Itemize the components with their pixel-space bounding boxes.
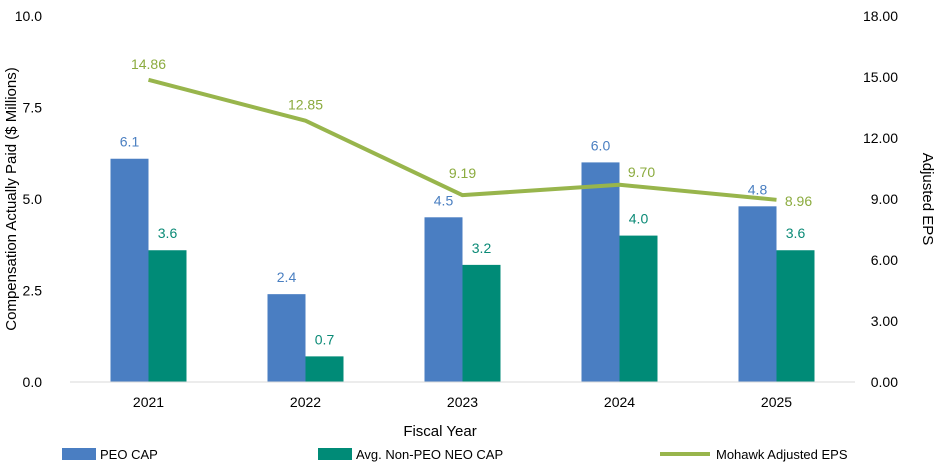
bar-peo-cap xyxy=(581,162,620,382)
data-label-peo-cap: 6.0 xyxy=(591,137,611,153)
y-left-tick-label: 7.5 xyxy=(23,100,43,116)
bar-neo-cap xyxy=(619,235,658,382)
data-label-neo-cap: 0.7 xyxy=(315,331,335,347)
y-axis-right-ticks: 0.00 3.00 6.00 9.00 12.00 15.00 18.00 xyxy=(863,8,898,390)
line-layer xyxy=(147,77,777,202)
bar-peo-cap xyxy=(738,206,777,382)
legend-swatch xyxy=(318,448,352,460)
bar-neo-cap xyxy=(148,250,187,382)
bar-neo-cap xyxy=(462,264,501,382)
x-axis-title: Fiscal Year xyxy=(403,423,476,440)
y-axis-left-ticks: 0.0 2.5 5.0 7.5 10.0 xyxy=(15,8,42,390)
data-label-eps: 12.85 xyxy=(288,97,323,113)
y-left-tick-label: 0.0 xyxy=(23,374,43,390)
bar-peo-cap xyxy=(110,158,149,382)
y-right-tick-label: 9.00 xyxy=(871,191,898,207)
y-right-tick-label: 3.00 xyxy=(871,313,898,329)
data-label-eps: 14.86 xyxy=(131,56,166,72)
data-label-peo-cap: 6.1 xyxy=(120,134,140,150)
x-tick-label: 2023 xyxy=(447,394,478,410)
y-right-tick-label: 0.00 xyxy=(871,374,898,390)
legend-label: PEO CAP xyxy=(100,447,158,462)
x-axis-ticks: 2021 2022 2023 2024 2025 xyxy=(133,394,792,410)
y-axis-right-title: Adjusted EPS xyxy=(919,153,936,246)
y-axis-left-title: Compensation Actually Paid ($ Millions) xyxy=(3,67,20,330)
legend: PEO CAP Avg. Non-PEO NEO CAP Mohawk Adjust… xyxy=(62,447,848,462)
bar-neo-cap xyxy=(776,250,815,382)
data-label-neo-cap: 3.6 xyxy=(158,225,178,241)
bar-neo-cap xyxy=(305,356,344,382)
data-label-eps: 9.19 xyxy=(449,165,476,181)
bar-peo-cap xyxy=(424,217,463,382)
data-label-neo-cap: 3.6 xyxy=(786,225,806,241)
data-label-neo-cap: 4.0 xyxy=(629,211,649,227)
data-label-eps: 9.70 xyxy=(628,164,655,180)
x-tick-label: 2022 xyxy=(290,394,321,410)
legend-swatch xyxy=(62,448,96,460)
eps-line xyxy=(147,77,777,202)
legend-label: Mohawk Adjusted EPS xyxy=(716,447,848,462)
bar-peo-cap xyxy=(267,294,306,382)
data-label-peo-cap: 4.5 xyxy=(434,192,454,208)
y-left-tick-label: 10.0 xyxy=(15,8,42,24)
data-label-layer: 6.1 3.6 2.4 0.7 4.5 3.2 6.0 4.0 4.8 3.6 14.86 12.85… xyxy=(120,56,813,348)
bar-layer xyxy=(110,158,815,382)
data-label-eps: 8.96 xyxy=(785,193,812,209)
y-left-tick-label: 5.0 xyxy=(23,191,43,207)
data-label-peo-cap: 2.4 xyxy=(277,269,297,285)
y-right-tick-label: 15.00 xyxy=(863,69,898,85)
data-label-neo-cap: 3.2 xyxy=(472,240,492,256)
y-right-tick-label: 6.00 xyxy=(871,252,898,268)
y-left-tick-label: 2.5 xyxy=(23,283,43,299)
x-tick-label: 2025 xyxy=(761,394,792,410)
y-right-tick-label: 18.00 xyxy=(863,8,898,24)
legend-label: Avg. Non-PEO NEO CAP xyxy=(356,447,503,462)
y-right-tick-label: 12.00 xyxy=(863,130,898,146)
x-tick-label: 2024 xyxy=(604,394,635,410)
x-tick-label: 2021 xyxy=(133,394,164,410)
data-label-peo-cap: 4.8 xyxy=(748,181,768,197)
